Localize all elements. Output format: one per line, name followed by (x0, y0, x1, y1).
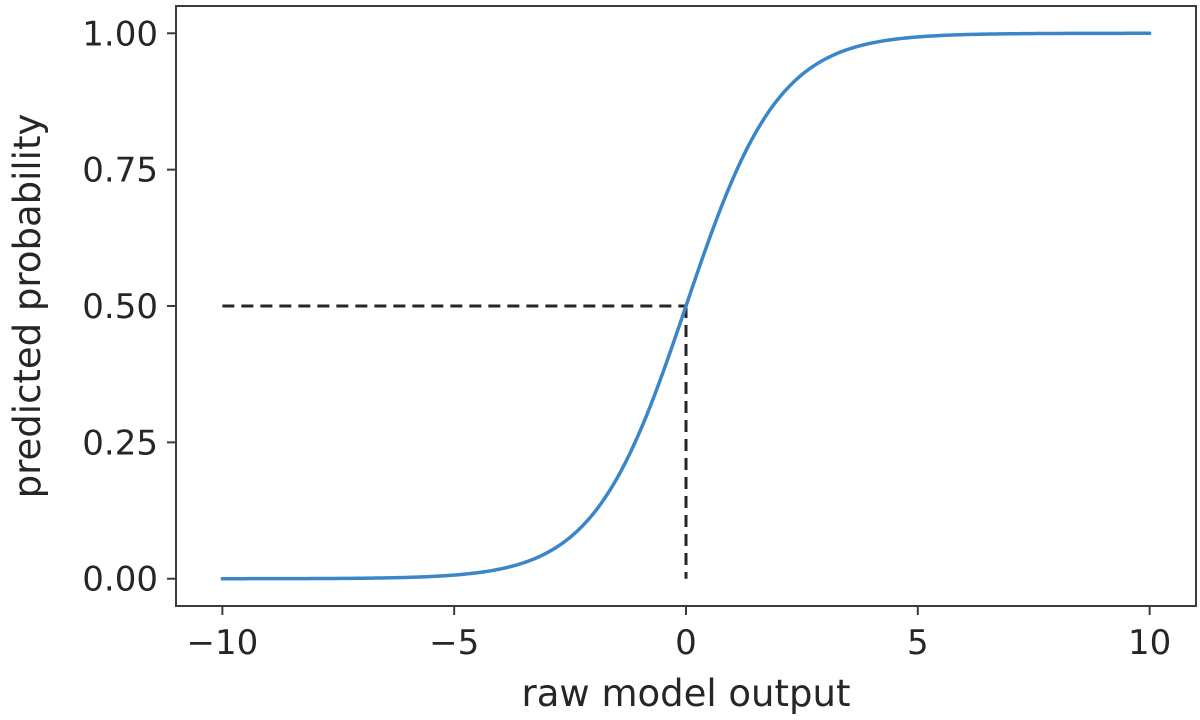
y-tick-label: 0.00 (82, 560, 158, 600)
y-tick-label: 1.00 (82, 14, 158, 54)
series-line-1 (220, 31, 1152, 581)
series-layer (220, 31, 1152, 581)
y-tick-label: 0.25 (82, 423, 158, 463)
x-tick-label: −5 (429, 623, 479, 663)
x-tick-label: 5 (907, 623, 929, 663)
x-axis: −10 −5 0 5 10 (186, 606, 1171, 663)
x-tick-label: 10 (1128, 623, 1171, 663)
y-axis-title: predicted probability (6, 114, 49, 499)
reference-lines (222, 304, 688, 579)
x-axis-title: raw model output (522, 672, 851, 715)
y-tick-label: 0.50 (82, 287, 158, 327)
y-tick-label: 0.75 (82, 151, 158, 191)
x-tick-label: −10 (186, 623, 258, 663)
x-tick-label: 0 (675, 623, 697, 663)
y-axis: 0.00 0.25 0.50 0.75 1.00 (82, 14, 176, 600)
